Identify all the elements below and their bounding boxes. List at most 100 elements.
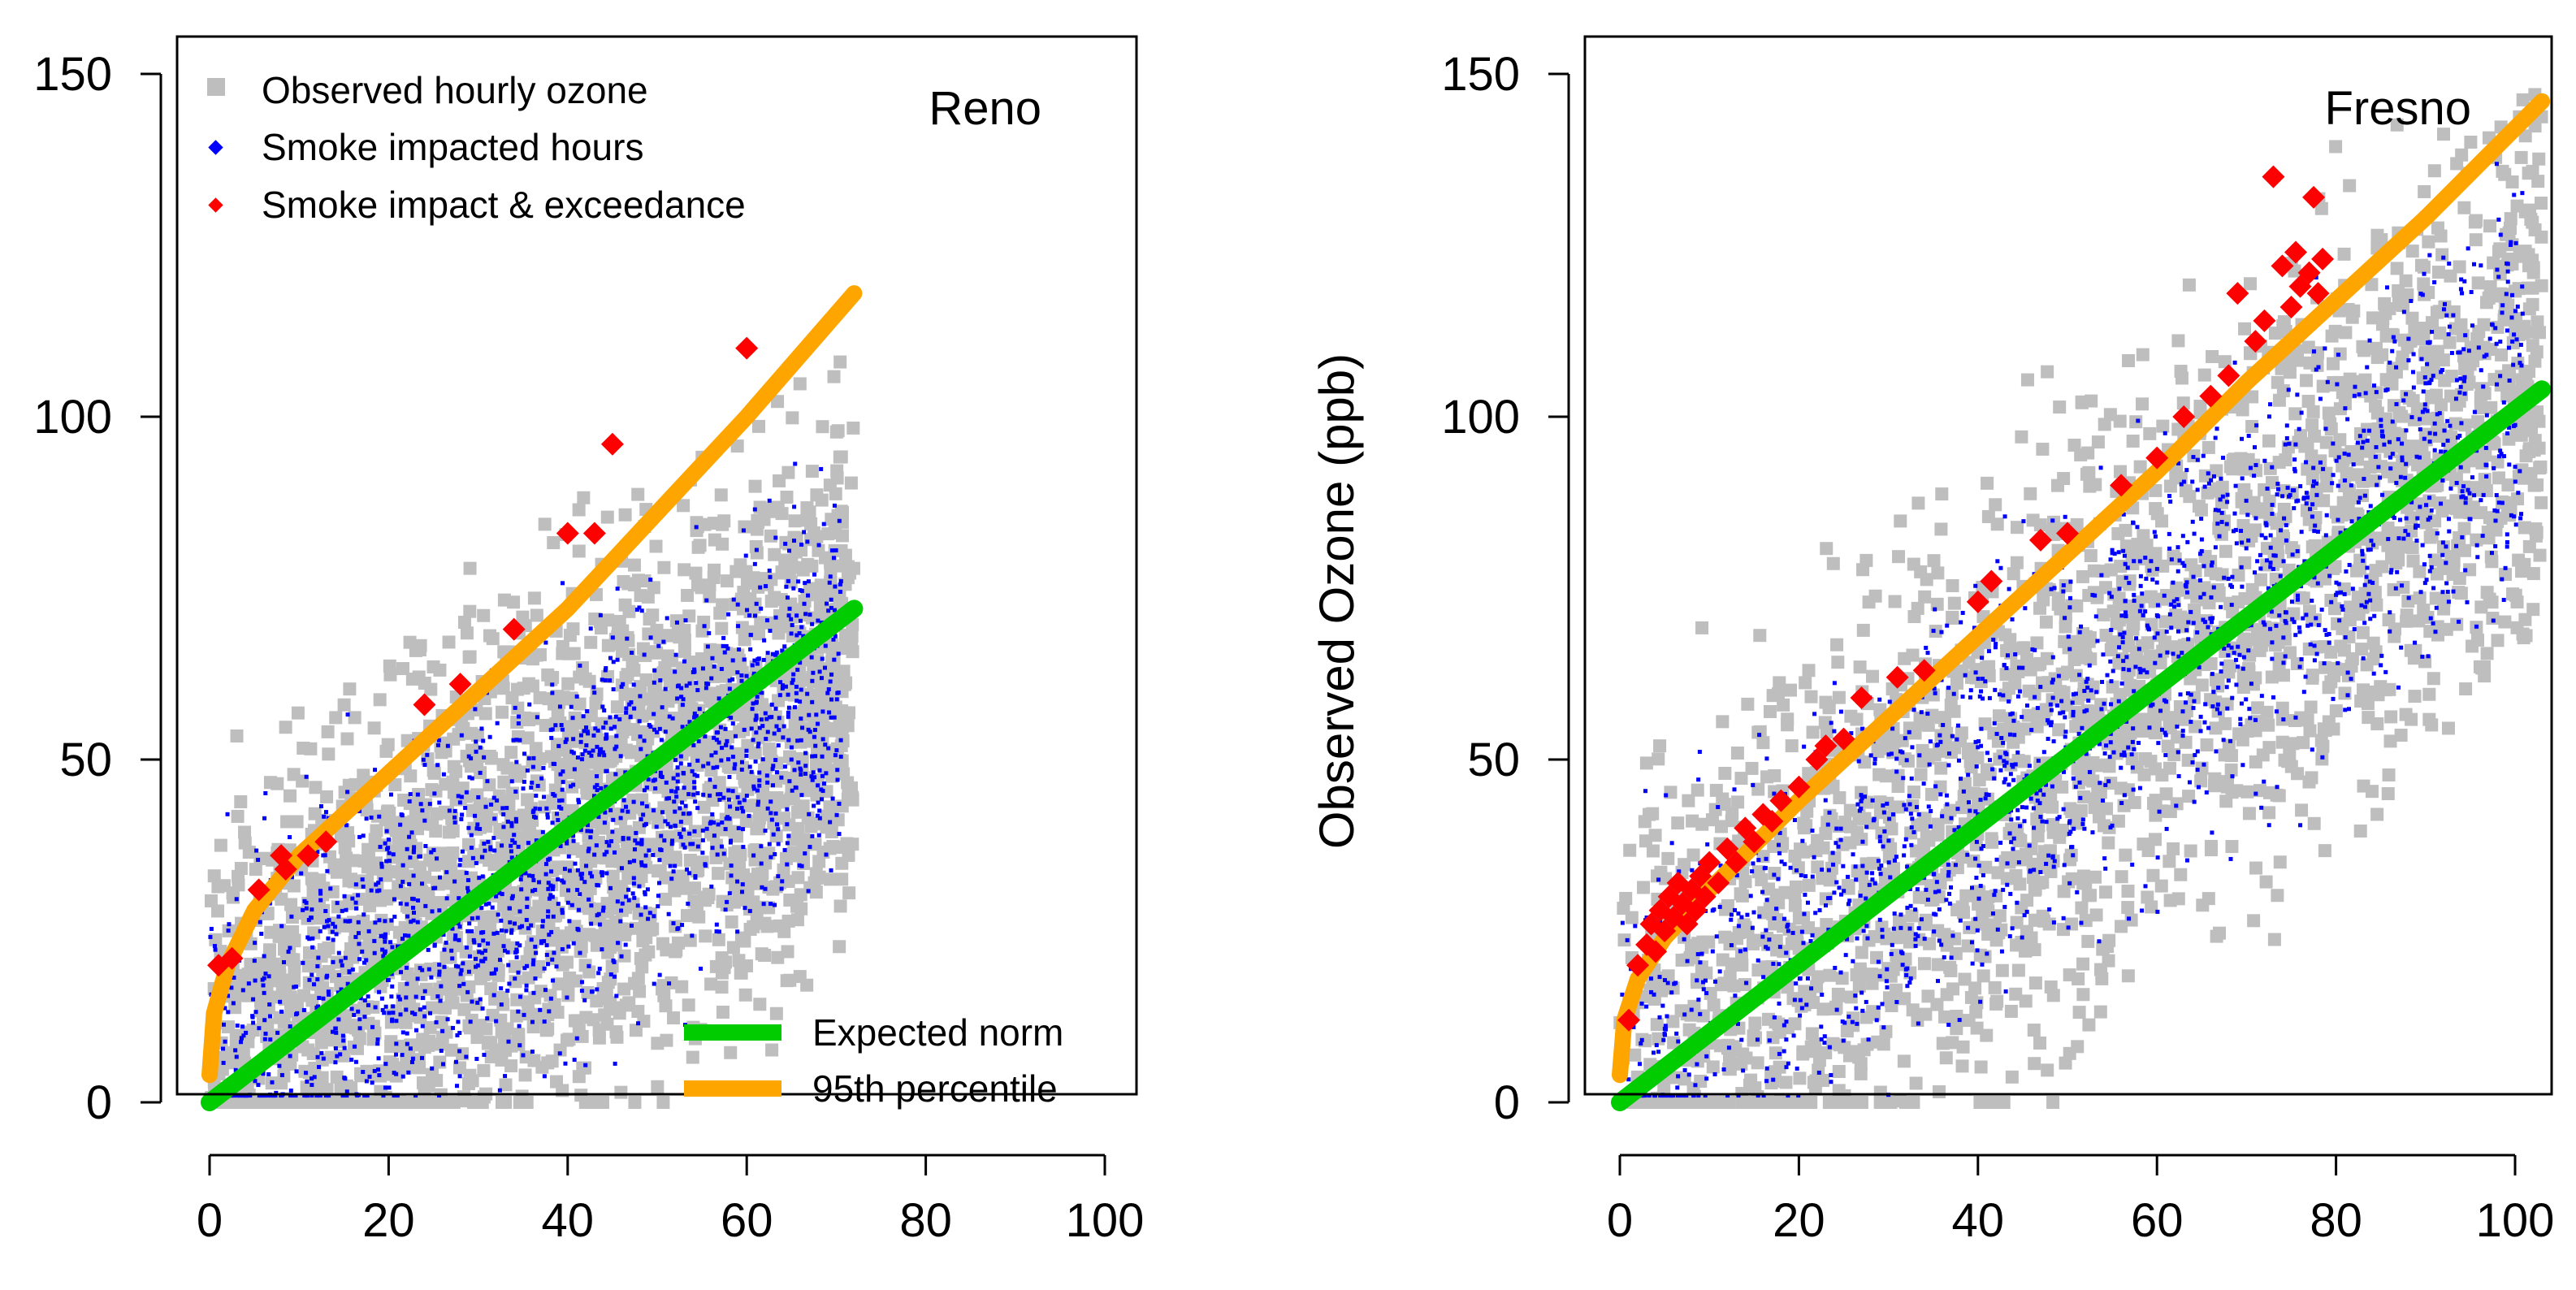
observed-point — [421, 752, 435, 766]
smoke-point — [579, 980, 584, 985]
observed-point — [416, 1076, 430, 1089]
smoke-point — [769, 715, 774, 720]
smoke-point — [470, 999, 474, 1004]
observed-point — [283, 789, 297, 803]
observed-point — [463, 604, 477, 618]
smoke-point — [221, 1022, 226, 1027]
smoke-point — [499, 986, 504, 991]
smoke-point — [522, 779, 526, 784]
smoke-point — [400, 879, 405, 884]
observed-point — [712, 933, 725, 946]
smoke-point — [776, 874, 781, 879]
smoke-point — [765, 806, 770, 811]
observed-point — [497, 775, 511, 789]
smoke-point — [792, 539, 797, 543]
smoke-point — [315, 977, 320, 982]
observed-point — [2459, 682, 2473, 696]
smoke-point — [791, 672, 796, 677]
smoke-point — [426, 967, 431, 972]
smoke-point — [450, 956, 455, 961]
smoke-point — [630, 891, 635, 896]
observed-point — [610, 1030, 624, 1044]
smoke-point — [773, 758, 778, 763]
smoke-point — [657, 858, 662, 863]
smoke-point — [345, 712, 350, 717]
smoke-point — [681, 697, 686, 702]
smoke-point — [833, 548, 838, 553]
smoke-point — [415, 792, 420, 797]
smoke-point — [551, 884, 556, 889]
observed-point — [463, 561, 477, 575]
smoke-point — [559, 723, 564, 728]
smoke-point — [327, 918, 331, 923]
smoke-point — [408, 792, 413, 797]
smoke-point — [739, 678, 744, 683]
smoke-point — [791, 586, 796, 591]
observed-point — [290, 998, 304, 1012]
smoke-point — [834, 748, 839, 753]
smoke-point — [453, 963, 458, 968]
smoke-point — [278, 999, 283, 1004]
smoke-point — [829, 605, 833, 610]
smoke-point — [547, 1009, 552, 1014]
smoke-point — [394, 1041, 399, 1046]
observed-point — [635, 960, 649, 974]
smoke-point — [663, 686, 668, 691]
observed-point — [738, 520, 751, 534]
smoke-point — [741, 528, 746, 533]
observed-point — [305, 872, 318, 885]
smoke-point — [335, 901, 340, 906]
smoke-point — [288, 835, 292, 840]
smoke-point — [643, 905, 648, 910]
observed-point — [530, 608, 543, 622]
observed-point — [2486, 612, 2500, 626]
observed-point — [499, 1078, 513, 1092]
observed-point — [270, 1096, 284, 1109]
smoke-point — [404, 1007, 409, 1012]
smoke-point — [344, 907, 349, 912]
observed-point — [529, 742, 543, 755]
smoke-point — [578, 733, 583, 738]
smoke-point — [600, 947, 604, 952]
smoke-point — [790, 623, 794, 628]
smoke-point — [253, 941, 258, 946]
smoke-point — [647, 723, 652, 728]
smoke-point — [735, 879, 740, 884]
smoke-point — [223, 1039, 227, 1044]
smoke-point — [409, 920, 413, 924]
smoke-point — [763, 711, 768, 716]
smoke-point — [435, 763, 440, 768]
smoke-point — [221, 1046, 226, 1051]
smoke-point — [820, 709, 825, 714]
smoke-point — [794, 613, 799, 618]
smoke-point — [390, 1017, 395, 1022]
smoke-point — [730, 755, 735, 760]
smoke-point — [478, 745, 483, 750]
smoke-point — [762, 638, 767, 643]
smoke-point — [456, 1019, 461, 1024]
smoke-point — [258, 920, 262, 924]
smoke-point — [589, 753, 594, 758]
smoke-point — [571, 941, 576, 946]
smoke-point — [700, 666, 705, 671]
smoke-point — [545, 815, 550, 820]
smoke-point — [318, 898, 323, 903]
observed-point — [486, 632, 500, 646]
smoke-point — [644, 785, 649, 790]
observed-point — [574, 773, 587, 787]
exceedance-point — [735, 336, 759, 360]
observed-point — [2441, 721, 2455, 735]
smoke-point — [819, 466, 824, 471]
smoke-point — [752, 507, 757, 512]
smoke-point — [576, 907, 581, 912]
smoke-point — [675, 779, 680, 784]
smoke-point — [675, 765, 680, 770]
smoke-point — [578, 892, 582, 897]
observed-point — [788, 514, 802, 528]
legend-label-smoke: Smoke impacted hours — [262, 126, 643, 168]
observed-point — [346, 950, 360, 964]
smoke-point — [812, 803, 816, 808]
observed-point — [628, 1096, 642, 1109]
smoke-point — [608, 678, 613, 683]
smoke-point — [357, 1017, 362, 1022]
